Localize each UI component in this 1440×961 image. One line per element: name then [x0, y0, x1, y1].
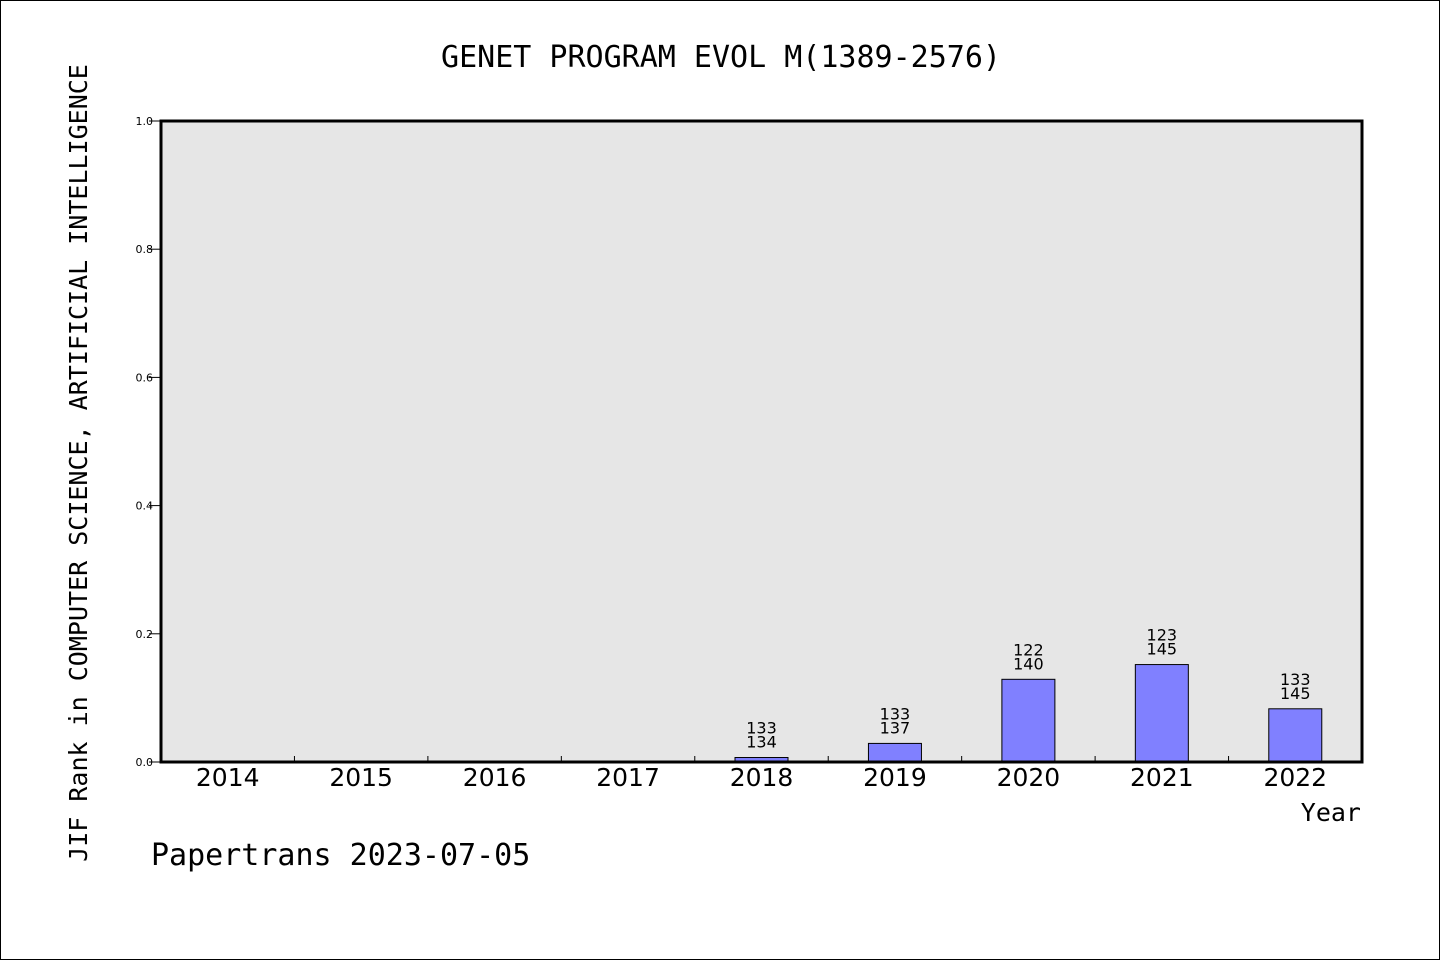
y-tick-label: 0.8: [136, 243, 154, 256]
y-axis-label: JIF Rank in COMPUTER SCIENCE, ARTIFICIAL…: [64, 64, 93, 862]
x-tick-label: 2015: [329, 763, 393, 792]
ticks-layer: 0.0 0.2 0.4 0.6 0.8 1.0 2014 2015 2016 2017 2018 20…: [136, 115, 1328, 792]
y-tick-label: 0.0: [136, 756, 154, 769]
y-tick-label: 0.6: [136, 371, 154, 384]
bar-2020: [1001, 678, 1056, 763]
x-tick-label: 2021: [1130, 763, 1194, 792]
y-tick-label: 0.4: [136, 500, 154, 513]
bar-2019: [867, 742, 922, 763]
bar-2022: [1268, 708, 1323, 763]
plot-border: [159, 119, 1364, 764]
y-tick-label: 0.2: [136, 628, 154, 641]
bar-label-rank: 123: [1147, 626, 1178, 645]
bar-label-total: 145: [1280, 684, 1311, 703]
y-tick-label: 1.0: [136, 115, 154, 128]
bar-label-rank: 122: [1013, 640, 1044, 659]
x-tick-label: 2017: [596, 763, 660, 792]
bar-label-total: 137: [880, 718, 911, 737]
x-tick-label: 2020: [997, 763, 1061, 792]
bar-label-total: 140: [1013, 654, 1044, 673]
x-tick-label: 2018: [730, 763, 794, 792]
x-tick-label: 2014: [196, 763, 260, 792]
chart-title: GENET PROGRAM EVOL M(1389-2576): [441, 40, 1001, 75]
plot-area: [161, 121, 1362, 762]
x-tick-label: 2022: [1263, 763, 1327, 792]
bar-2021: [1134, 664, 1189, 763]
x-tick-label: 2019: [863, 763, 927, 792]
bar-label-total: 145: [1147, 640, 1178, 659]
bar-label-total: 134: [746, 733, 777, 752]
x-axis-label: Year: [1301, 798, 1361, 827]
bar-label-rank: 133: [1280, 670, 1311, 689]
x-tick-label: 2016: [463, 763, 527, 792]
footer-watermark: Papertrans 2023-07-05: [151, 838, 530, 873]
bar-label-rank: 133: [880, 704, 911, 723]
bar-label-rank: 133: [746, 719, 777, 738]
